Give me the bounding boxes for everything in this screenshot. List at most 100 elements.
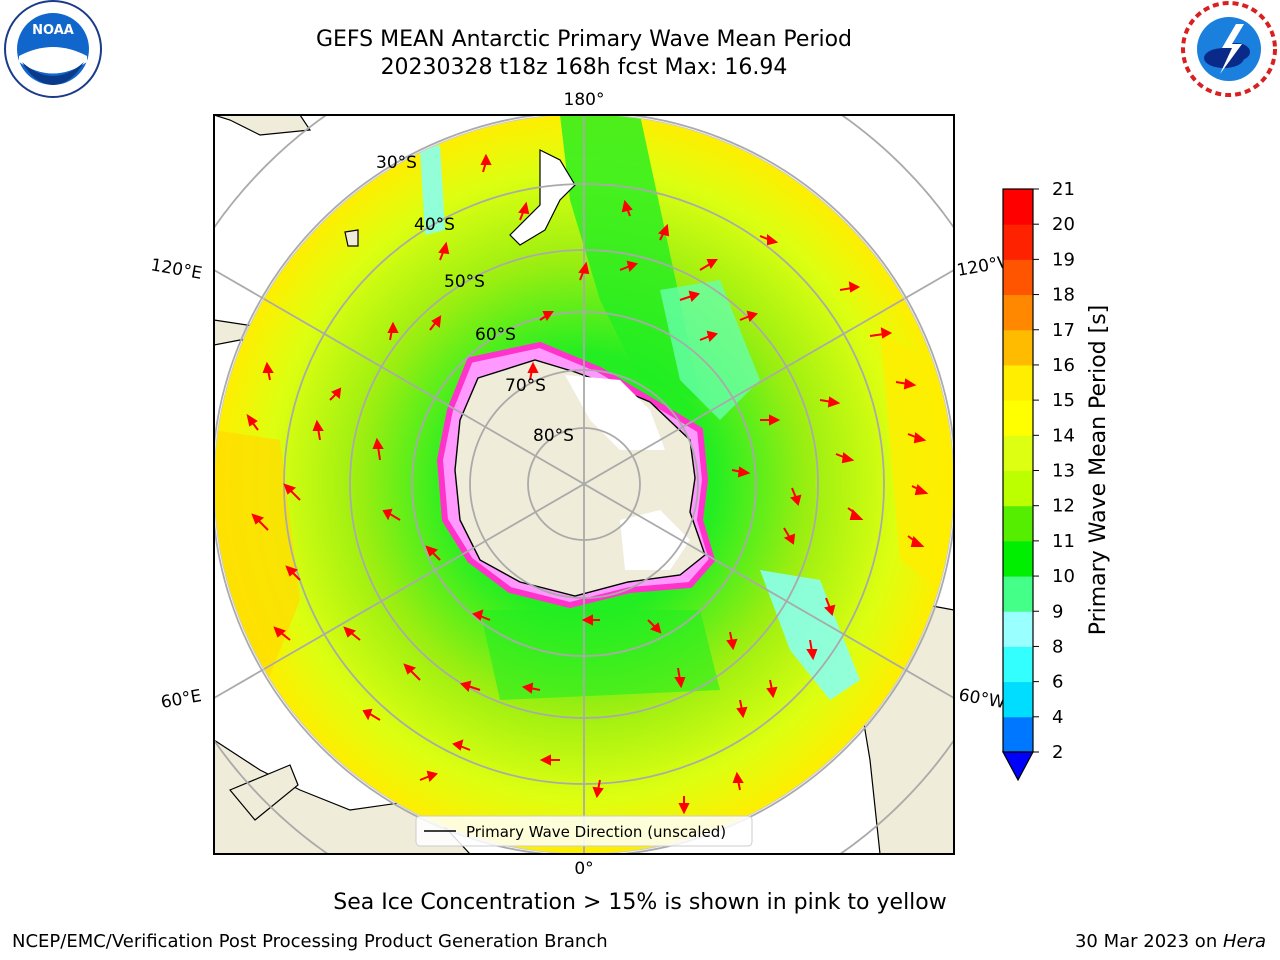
colorbar-tick-label: 8 [1052,636,1063,657]
colorbar-swatch [1003,505,1033,542]
direction-arrow [438,241,450,255]
direction-arrow [678,803,690,815]
colorbar: 2 4 6 8 9 10 11 12 13 14 15 16 17 18 19 20 21 Primary Wa… [1001,179,1111,782]
colorbar-swatch [1003,329,1033,366]
date-stamp: 30 Mar 2023 on Hera [1075,931,1266,952]
direction-arrow [746,310,758,322]
direction-arrow [251,513,265,525]
lat-label-60s: 60°S [475,325,516,345]
direction-arrow [581,614,593,626]
direction-arrow [527,361,539,373]
colorbar-label: Primary Wave Mean Period [s] [1086,305,1111,636]
direction-arrow [732,771,744,783]
direction-arrow [848,281,861,293]
colorbar-tick-label: 2 [1052,742,1063,763]
direction-arrow [480,153,492,165]
lon-label-180: 180° [564,90,605,110]
direction-arrow [539,754,551,766]
direction-arrow [343,626,357,638]
direction-arrow [362,708,373,721]
colorbar-tick-label: 20 [1052,214,1075,235]
lat-label-70s: 70°S [505,376,546,396]
direction-arrow [283,483,297,495]
colorbar-swatch [1003,576,1033,612]
noaa-logo: NOAA [4,0,102,98]
direction-arrow [425,545,439,557]
lon-label-120e: 120°E [149,255,203,284]
lat-label-80s: 80°S [533,426,574,446]
legend-label: Primary Wave Direction (unscaled) [466,823,726,841]
direction-arrow [626,260,638,272]
direction-arrow [766,686,778,699]
direction-arrow [914,484,929,496]
direction-arrow [706,330,718,342]
direction-arrow [824,604,836,616]
colorbar-swatch [1003,716,1033,753]
lat-label-40s: 40°S [414,215,455,235]
ice-shelf-ross [565,375,665,450]
direction-arrow [841,452,855,464]
direction-arrow [521,682,534,694]
direction-arrow [658,223,670,237]
map-frame [213,114,955,855]
colorbar-swatch [1003,224,1033,260]
direction-arrow [767,234,779,246]
colorbar-tick-label: 12 [1052,496,1075,517]
colorbar-tick-label: 13 [1052,461,1075,482]
colorbar-tick-label: 6 [1052,672,1063,693]
direction-arrow [806,649,818,661]
colorbar-swatch [1003,189,1033,225]
direction-arrow [518,201,530,215]
direction-arrow [285,565,299,577]
colorbar-swatch [1003,294,1033,331]
lat-label-30s: 30°S [376,153,417,173]
lon-label-0: 0° [574,859,593,879]
map-legend: Primary Wave Direction (unscaled) [415,815,753,847]
wave-direction-arrows [246,153,929,815]
lon-label-60w: 60°W [957,685,1007,713]
date-text: 30 Mar 2023 on [1074,931,1223,952]
direction-arrow [737,466,751,478]
direction-arrow [783,533,796,545]
direction-arrow [431,315,442,328]
direction-arrow [706,259,718,270]
colorbar-tick-label: 10 [1052,566,1075,587]
colorbar-tick-label: 9 [1052,601,1063,622]
colorbar-swatch [1003,435,1033,471]
direction-arrow [426,770,438,782]
colorbar-tick-label: 14 [1052,425,1075,446]
land-madagascar [229,764,299,821]
direction-arrow [650,622,662,634]
colorbar-tick-label: 11 [1052,531,1075,552]
direction-arrow [903,378,917,390]
direction-arrow [688,290,700,302]
colorbar-swatch [1003,400,1033,436]
host-text: Hera [1222,931,1266,952]
direction-arrow [372,437,384,449]
colorbar-swatch [1003,611,1033,647]
land-new-zealand [509,149,576,246]
direction-arrow [910,536,925,547]
direction-arrow [578,261,590,275]
direction-arrow [452,739,464,751]
direction-arrow [382,508,393,521]
land-asia [214,115,312,136]
direction-arrow [913,432,927,444]
colorbar-tick-label: 18 [1052,285,1075,306]
direction-arrow [387,321,399,333]
direction-arrow [674,677,686,689]
colorbar-tick-label: 4 [1052,707,1063,728]
land-africa [214,739,471,854]
colorbar-swatch [1003,364,1033,401]
direction-arrow [312,419,324,431]
colorbar-tick-label: 16 [1052,355,1075,376]
direction-arrow [827,396,841,408]
chart-title-line1: GEFS MEAN Antarctic Primary Wave Mean Pe… [315,27,853,52]
nws-logo [1181,1,1277,97]
direction-arrow [403,663,417,675]
lon-label-60e: 60°E [159,686,203,713]
sea-ice-note: Sea Ice Concentration > 15% is shown in … [333,890,947,915]
noaa-logo-text: NOAA [32,23,74,38]
ocean-patch-cyan [660,280,760,420]
